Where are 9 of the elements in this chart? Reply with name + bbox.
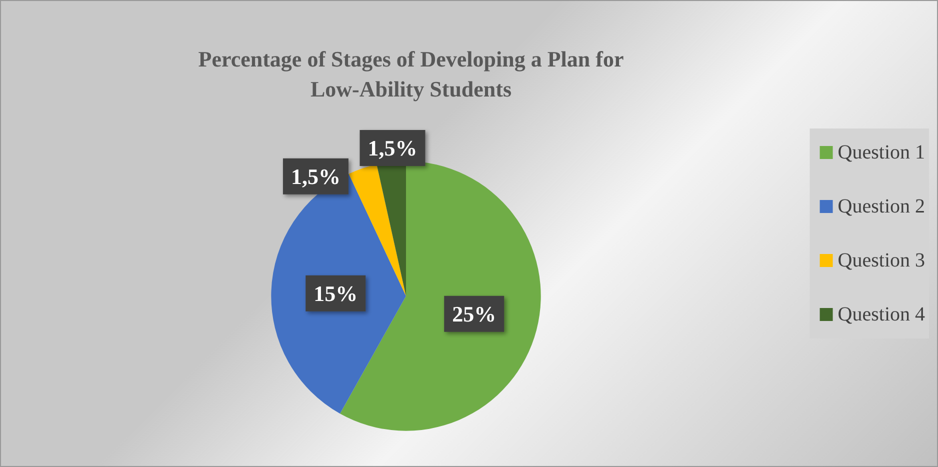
data-label: 1,5% (368, 135, 418, 160)
legend-label: Question 3 (838, 250, 925, 272)
data-label: 25% (452, 301, 496, 326)
chart-title: Percentage of Stages of Developing a Plan for Low-Ability Students (198, 46, 624, 102)
data-label: 15% (314, 280, 358, 306)
legend-label: Question 2 (838, 196, 925, 218)
data-label: 1,5% (290, 164, 340, 189)
legend-label: Question 1 (838, 142, 925, 164)
legend-label: Question 4 (838, 304, 925, 326)
